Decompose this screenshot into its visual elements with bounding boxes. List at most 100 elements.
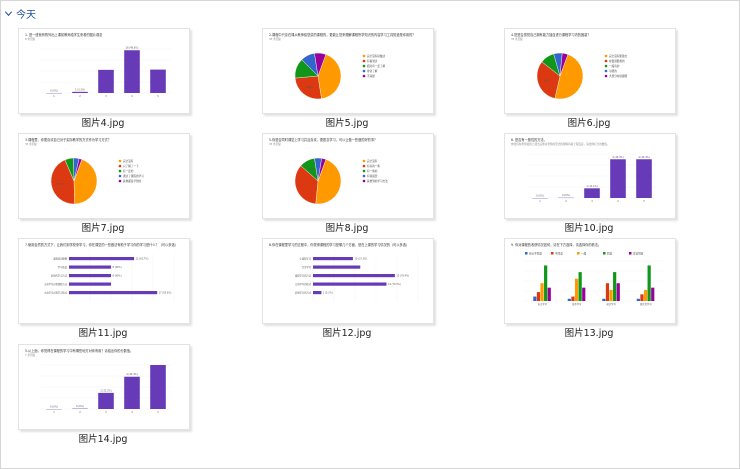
chart-title: 1. 进一班就有陈列出上课前教师给学生来看的图片观念 — [25, 32, 103, 37]
thumbnail-image[interactable]: 6. 是否有一般性的方法， 你觉得在老师使用上课之后你对老师的形式的理解有助于程度… — [504, 133, 676, 219]
chevron-down-icon[interactable] — [4, 9, 13, 18]
bar-label: 1 (3.3%) — [75, 88, 85, 91]
category-label: 3 — [105, 411, 107, 414]
file-tile[interactable]: 5.从上面，你觉得在课程的学习中有哪些地方对你有用？请给出你的分数值。 7 条回复… — [18, 344, 190, 446]
category-label: 2 — [79, 95, 81, 98]
bar — [636, 298, 640, 301]
file-tile[interactable]: 3.课程里，你更喜欢自己对于实际教学的方式作为学习方式？ 35 条回复 43.5% 完… — [18, 133, 190, 235]
file-tile[interactable]: 8.你在课程里学习的过程中，你觉得课程的学习是哪几个方面，是在上课的学习情况的（… — [262, 238, 434, 340]
pie-slice — [294, 165, 319, 205]
category-label: 其他学习的方式 — [295, 291, 312, 295]
chart-svg: 6. 是否有一般性的方法，你觉得在老师使用上课之后你对老师的形式的理解有助于程度… — [511, 137, 657, 203]
legend-swatch — [118, 174, 122, 178]
slice-label: 39.7% — [543, 80, 551, 83]
thumbnail-image[interactable]: 1. 进一班就有陈列出上课前教师给学生来看的图片观念 8 条回复 0 (0%) 1 1 … — [18, 28, 190, 114]
group-header-today[interactable]: 今天 — [4, 6, 36, 21]
file-name-label[interactable]: 图片7.jpg — [81, 223, 125, 234]
bar — [313, 282, 387, 286]
legend-label: 有一定的 — [123, 169, 134, 173]
file-name-label[interactable]: 图片11.jpg — [78, 328, 128, 339]
legend-swatch — [604, 59, 608, 63]
file-name-label[interactable]: 图片4.jpg — [81, 118, 125, 129]
bar — [571, 296, 575, 301]
file-name-label[interactable]: 图片6.jpg — [567, 118, 611, 129]
file-name-label[interactable]: 图片14.jpg — [78, 434, 128, 445]
file-name-label[interactable]: 图片5.jpg — [325, 118, 369, 129]
file-name-label[interactable]: 图片8.jpg — [325, 223, 369, 234]
legend-label: 不清楚 — [367, 74, 375, 78]
bar-label: 17 (85.6%) — [159, 292, 172, 295]
file-tile[interactable]: 5.你是否同时课堂上学习并且喜欢，更愿意学习，可以让做一些做的好的事？ 35 条回… — [262, 133, 434, 235]
legend-swatch — [118, 169, 122, 173]
chart-title: 5.从上面，你觉得在课程的学习中有哪些地方对你有用？请给出你的分数值。 — [25, 348, 133, 353]
legend-label: 只了解了一下 — [123, 164, 139, 168]
category-label: 3 — [591, 200, 593, 203]
file-tile[interactable]: 4.您是否感觉自己拥有能力独自进行课程学习内的困惑？ 35 条回复 39.7% 完全没… — [504, 28, 676, 130]
file-tile[interactable]: 2.课程中只靠在课从教师给您讲的课程的，更能让您来理解课程所学知识的内容学习工具… — [262, 28, 434, 130]
thumbnail-image[interactable]: 9. 你对课程的收获情况如何，请在下方选择，请选择你的看法。 完全不同意 不同意 一般… — [504, 238, 676, 324]
file-tile[interactable]: 6. 是否有一般性的方法， 你觉得在老师使用上课之后你对老师的形式的理解有助于程度… — [504, 133, 676, 235]
category-label: 完全学习 — [302, 265, 312, 269]
category-label: 主动学习的形式 — [295, 282, 312, 286]
bar — [609, 289, 613, 301]
file-tile[interactable]: 7.使用自然的方式下，让我们到学校来学习，你在课堂的一些做法有助于学习你的学习是… — [18, 238, 190, 340]
legend-swatch — [362, 54, 366, 58]
thumbnail-image[interactable]: 5.从上面，你觉得在课程的学习中有哪些地方对你有用？请给出你的分数值。 7 条回复… — [18, 344, 190, 430]
category-label: 主动学习过程课程方法 — [44, 282, 68, 286]
file-tile[interactable]: 9. 你对课程的收获情况如何，请在下方选择，请选择你的看法。 完全不同意 不同意 一般… — [504, 238, 676, 340]
thumbnail-image[interactable]: 8.你在课程里学习的过程中，你觉得课程的学习是哪几个方面，是在上课的学习情况的（… — [262, 238, 434, 324]
category-label: 研究学习 — [607, 302, 617, 306]
chart-svg: 9. 你对课程的收获情况如何，请在下方选择，请选择你的看法。完全不同意 不同意 一般… — [511, 242, 663, 306]
bar — [536, 292, 541, 301]
bar-label: 0 (0%) — [536, 195, 544, 198]
chart-svg: 3.课程里，你更喜欢自己对于实际教学的方式作为学习方式？35 条回复 43.5% 完… — [25, 137, 144, 205]
category-label: 5 — [157, 95, 159, 98]
category-label: 5 — [157, 411, 159, 414]
legend-swatch — [603, 252, 606, 255]
legend-label: 同意 — [607, 251, 613, 255]
bar — [124, 50, 140, 93]
legend-label: 一般有的 — [609, 64, 620, 68]
bar-label: 0 (0%) — [50, 90, 58, 93]
chart-subtitle: 35 条回复 — [269, 142, 281, 146]
chart-title: 9. 你对课程的收获情况如何，请在下方选择，请选择你的看法。 — [511, 242, 601, 247]
bar — [547, 287, 551, 301]
bar — [613, 272, 617, 301]
legend-swatch — [118, 179, 122, 183]
pie-slice — [315, 159, 342, 205]
thumbnail-image[interactable]: 4.您是否感觉自己拥有能力独自进行课程学习内的困惑？ 35 条回复 39.7% 完全没… — [504, 28, 676, 114]
bar — [69, 257, 135, 261]
bar — [640, 294, 644, 301]
bar — [567, 298, 571, 301]
chart-subtitle: 你觉得在老师使用上课之后你对老师的形式的理解有助于程度是，请给你打分的数值。 — [511, 142, 610, 146]
category-label: 4 — [617, 200, 619, 203]
category-label: 老师的学习方法 — [51, 274, 68, 278]
category-label: 让课程学习 — [300, 257, 312, 261]
category-label: 自主学习 — [538, 302, 548, 306]
bar-label: 16 (48.6%) — [126, 47, 139, 50]
bar — [69, 291, 158, 295]
thumbnail-image[interactable]: 3.课程里，你更喜欢自己对于实际教学的方式作为学习方式？ 35 条回复 43.5% 完… — [18, 133, 190, 219]
slice-label: 38.6% — [306, 86, 314, 89]
chart-subtitle: 35 条回复 — [269, 37, 281, 41]
bar — [98, 69, 114, 93]
thumbnail-image[interactable]: 5.你是否同时课堂上学习并且喜欢，更愿意学习，可以让做一些做的好的事？ 35 条回… — [262, 133, 434, 219]
bar-label: 1 (11.1%) — [586, 185, 597, 188]
thumbnail-image[interactable]: 2.课程中只靠在课从教师给您讲的课程的，更能让您来理解课程所学知识的内容学习工具… — [262, 28, 434, 114]
category-label: 2 — [79, 411, 81, 414]
legend-swatch — [118, 159, 122, 163]
legend-swatch — [362, 174, 366, 178]
thumbnail-image[interactable]: 7.使用自然的方式下，让我们到学校来学习，你在课堂的一些做法有助于学习你的学习是… — [18, 238, 190, 324]
chart-svg: 5.从上面，你觉得在课程的学习中有哪些地方对你有用？请给出你的分数值。7 条回复… — [25, 348, 171, 414]
file-name-label[interactable]: 图片12.jpg — [322, 328, 372, 339]
pie-slice — [559, 52, 569, 77]
legend-label: 有好的一些 — [367, 164, 380, 168]
chart-svg: 4.您是否感觉自己拥有能力独自进行课程学习内的困惑？35 条回复 39.7% 完全没… — [511, 32, 628, 100]
bar — [72, 91, 88, 93]
legend-swatch — [525, 252, 528, 255]
file-name-label[interactable]: 图片10.jpg — [564, 223, 614, 234]
file-tile[interactable]: 1. 进一班就有陈列出上课前教师给学生来看的图片观念 8 条回复 0 (0%) 1 1 … — [18, 28, 190, 130]
file-name-label[interactable]: 图片13.jpg — [564, 328, 614, 339]
bar-label: 0 (0%) — [76, 405, 84, 408]
bar — [150, 365, 166, 409]
